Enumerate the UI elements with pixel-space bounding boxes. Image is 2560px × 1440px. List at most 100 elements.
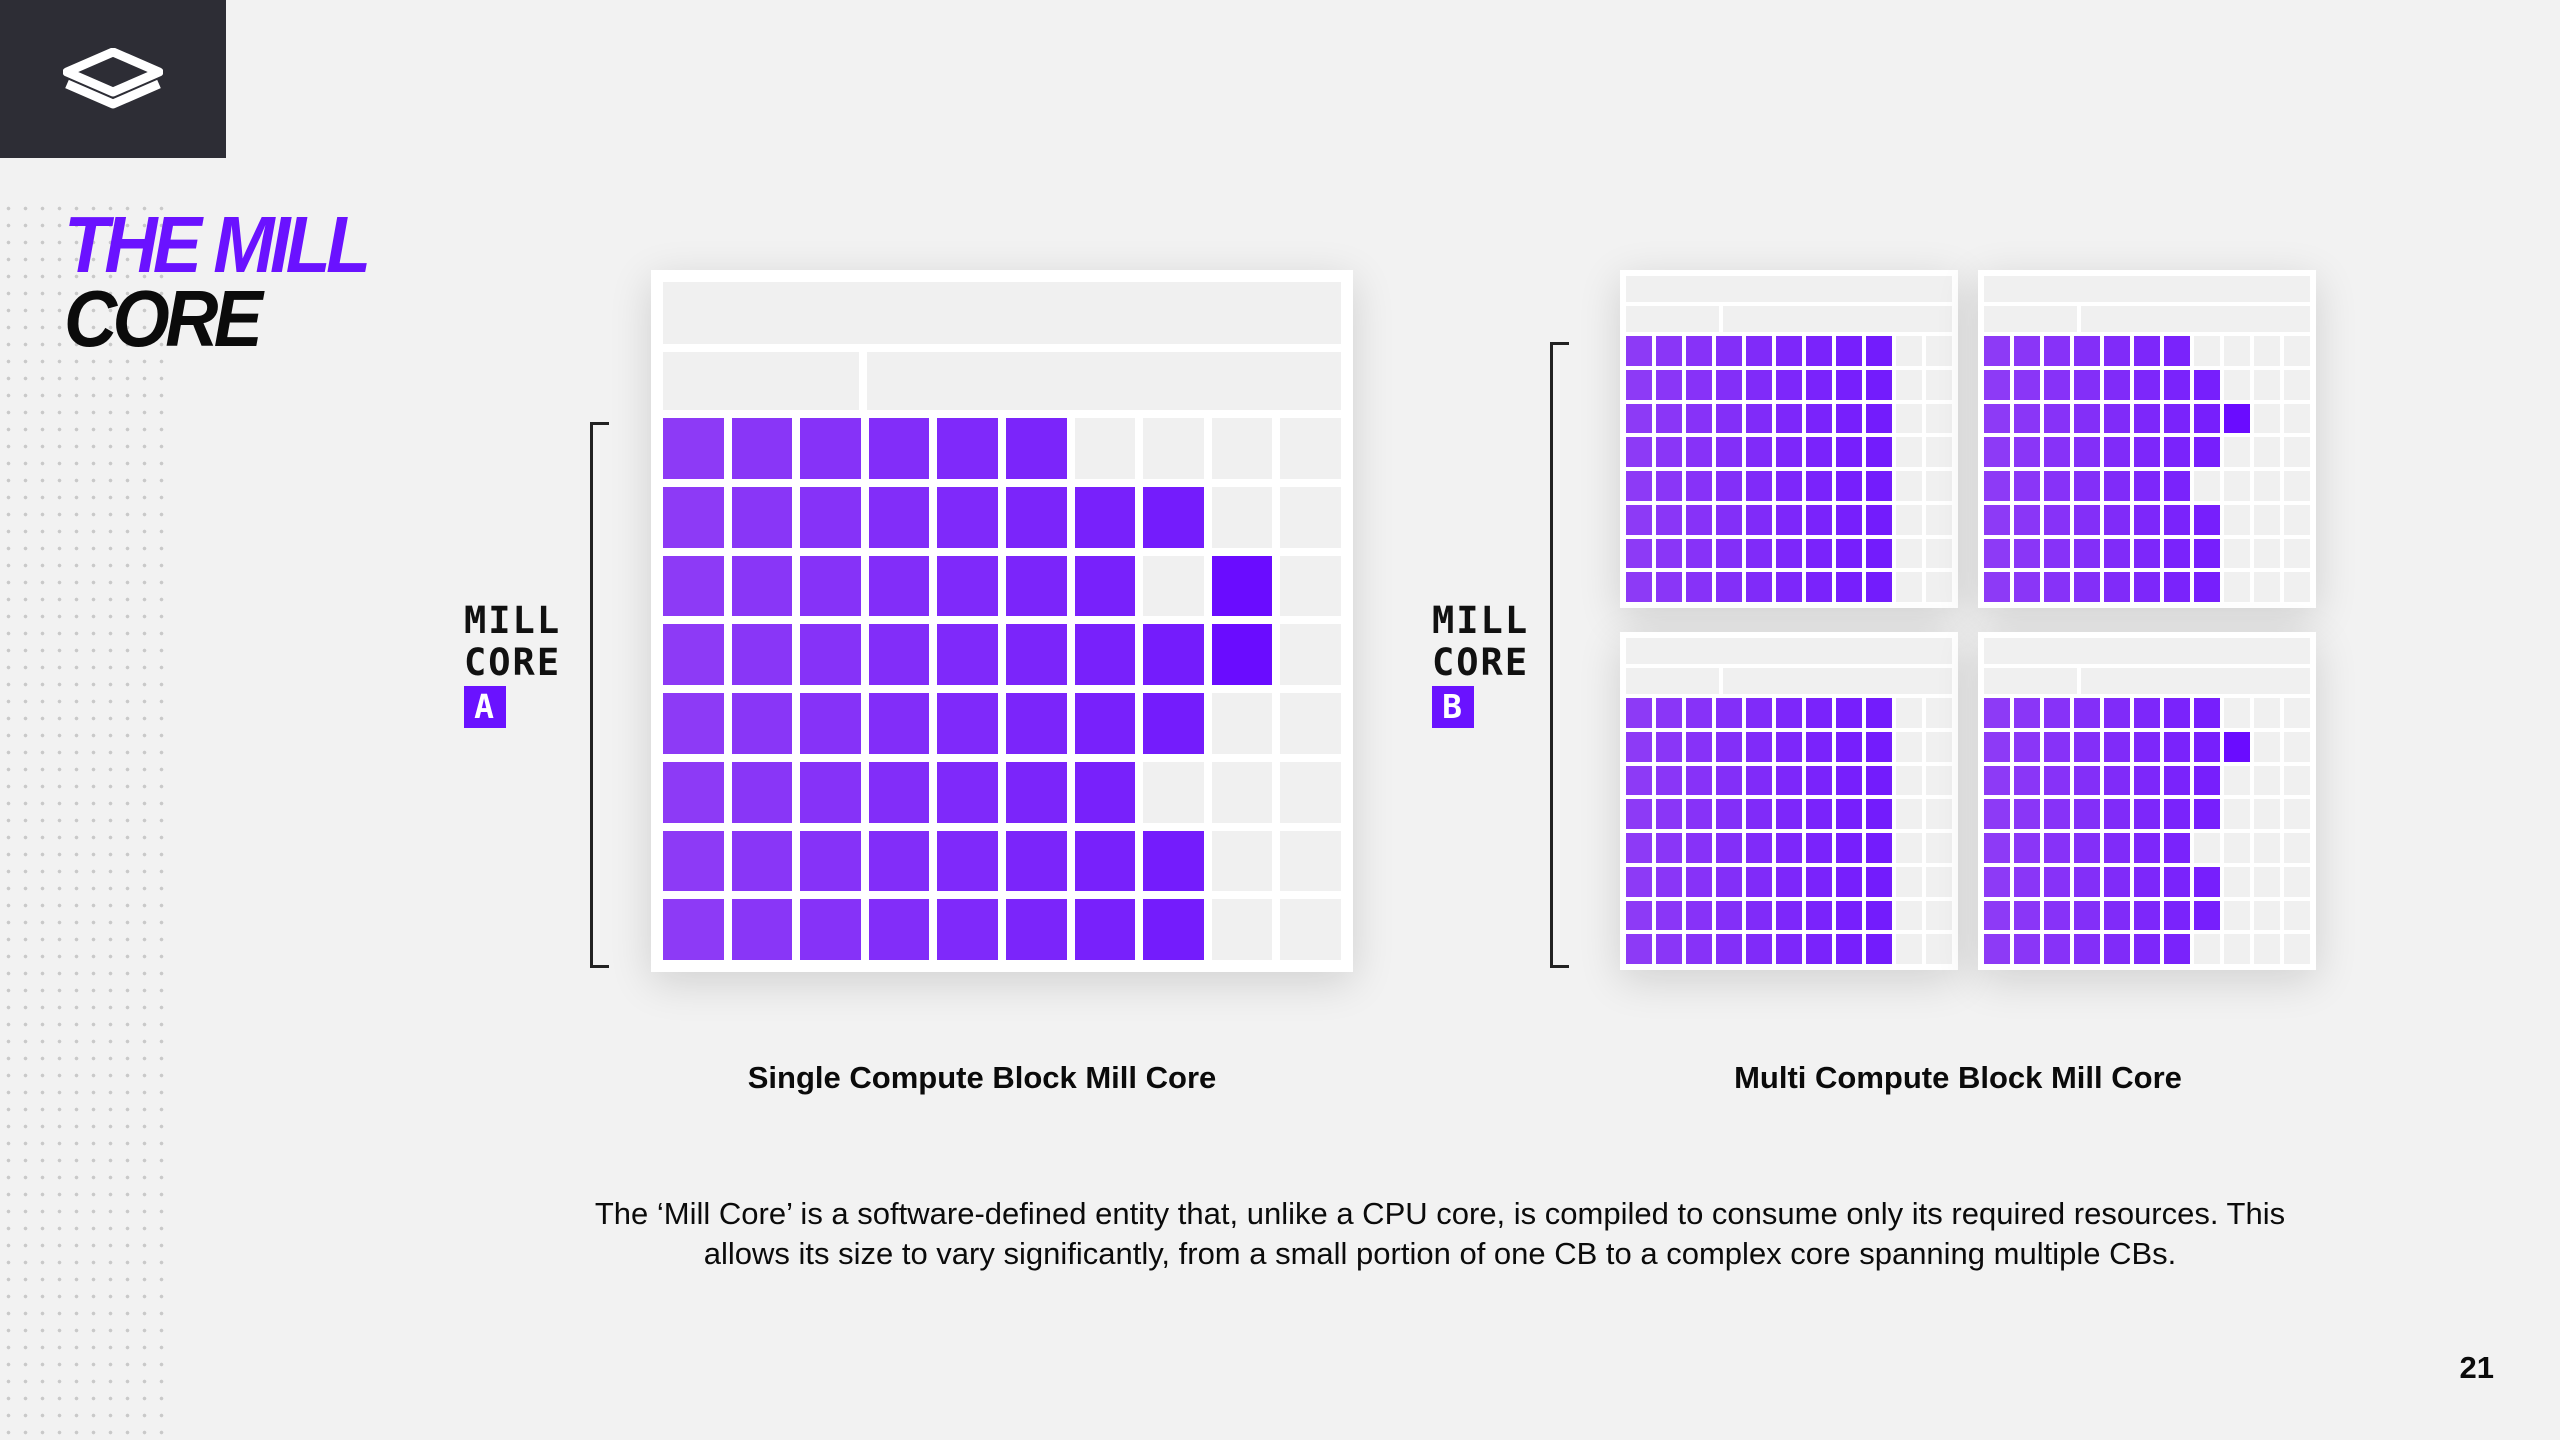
compute-cell-allocated	[1836, 698, 1862, 728]
compute-cell-allocated	[1716, 572, 1742, 602]
compute-cell-allocated	[800, 486, 861, 548]
compute-cell-allocated	[1686, 471, 1712, 501]
compute-cell-allocated	[1984, 900, 2010, 931]
compute-cell-allocated	[1074, 555, 1136, 617]
compute-cell-allocated	[2014, 833, 2040, 863]
compute-cell-allocated	[1656, 471, 1682, 501]
compute-cell-allocated	[1984, 369, 2010, 400]
compute-cell-allocated	[1006, 693, 1067, 754]
block-header-bar	[1626, 276, 1952, 302]
compute-cell-allocated	[1686, 369, 1712, 400]
compute-cell-allocated	[2194, 698, 2220, 728]
compute-cell-allocated	[800, 899, 861, 960]
compute-cell-allocated	[1656, 698, 1682, 728]
compute-cell-allocated	[1746, 833, 1772, 863]
compute-cell-allocated	[1686, 336, 1712, 366]
compute-cell-allocated	[800, 624, 861, 685]
compute-cell-allocated	[1656, 765, 1682, 796]
compute-cell-allocated	[1626, 471, 1652, 501]
compute-block-top-right	[1978, 270, 2316, 608]
compute-cell-allocated	[2104, 765, 2130, 796]
compute-cell-allocated	[2074, 369, 2100, 400]
mill-core-b-label: MILL CORE B	[1432, 600, 1529, 728]
title-line-2: CORE	[64, 274, 263, 363]
compute-cell-allocated	[800, 693, 861, 754]
compute-cell-empty	[1280, 830, 1341, 892]
compute-cell-empty	[1926, 538, 1952, 569]
compute-cell-allocated	[1716, 765, 1742, 796]
compute-cell-allocated	[1806, 538, 1832, 569]
compute-cell-allocated	[1984, 765, 2010, 796]
compute-cell-allocated	[2014, 866, 2040, 897]
compute-cell-allocated	[1656, 833, 1682, 863]
compute-cell-allocated	[1211, 624, 1273, 685]
compute-cell-allocated	[1686, 538, 1712, 569]
compute-cell-allocated	[1626, 403, 1652, 434]
compute-cell-empty	[2254, 369, 2280, 400]
slide-title: THE MILL CORE	[64, 200, 371, 363]
compute-cell-empty	[2224, 471, 2250, 501]
compute-cell-empty	[1280, 486, 1341, 548]
compute-cell-allocated	[2044, 538, 2070, 569]
compute-cell-allocated	[2074, 471, 2100, 501]
compute-cell-allocated	[2134, 866, 2160, 897]
compute-cell-allocated	[800, 418, 861, 479]
compute-cell-allocated	[1686, 765, 1712, 796]
compute-cell-allocated	[731, 693, 793, 754]
compute-cell-allocated	[1806, 572, 1832, 602]
compute-cell-allocated	[2074, 934, 2100, 964]
compute-cell-empty	[2194, 934, 2220, 964]
compute-cell-allocated	[2194, 572, 2220, 602]
compute-cell-allocated	[2194, 866, 2220, 897]
compute-cell-empty	[2284, 504, 2310, 535]
compute-cell-allocated	[937, 693, 998, 754]
compute-cell-allocated	[2194, 403, 2220, 434]
compute-cell-empty	[1280, 899, 1341, 960]
compute-cell-allocated	[1656, 934, 1682, 964]
compute-cell-allocated	[1656, 538, 1682, 569]
compute-cell-empty	[1926, 833, 1952, 863]
compute-cell-allocated	[2164, 538, 2190, 569]
caption-single: Single Compute Block Mill Core	[747, 1060, 1217, 1095]
compute-cell-empty	[2284, 403, 2310, 434]
compute-cell-allocated	[2134, 369, 2160, 400]
compute-cell-allocated	[2134, 437, 2160, 467]
compute-cell-allocated	[1984, 833, 2010, 863]
compute-cell-allocated	[2134, 336, 2160, 366]
compute-cell-allocated	[868, 555, 930, 617]
compute-cell-allocated	[1806, 765, 1832, 796]
compute-cell-allocated	[2194, 900, 2220, 931]
compute-cell-allocated	[1716, 437, 1742, 467]
compute-cell-allocated	[1984, 934, 2010, 964]
compute-cell-allocated	[1716, 833, 1742, 863]
compute-cell-allocated	[937, 555, 998, 617]
compute-cell-empty	[2224, 866, 2250, 897]
mill-core-a-badge: A	[464, 686, 506, 728]
compute-cell-allocated	[2074, 765, 2100, 796]
block-subheader-right	[2081, 668, 2310, 694]
compute-cell-empty	[1896, 799, 1922, 829]
compute-cell-allocated	[663, 761, 724, 823]
compute-cell-allocated	[1806, 369, 1832, 400]
compute-cell-empty	[1280, 418, 1341, 479]
compute-cell-allocated	[1746, 765, 1772, 796]
compute-cell-allocated	[1074, 899, 1136, 960]
compute-cell-allocated	[937, 624, 998, 685]
compute-cell-allocated	[1006, 761, 1067, 823]
compute-cell-allocated	[1836, 866, 1862, 897]
compute-cell-allocated	[2074, 336, 2100, 366]
compute-cell-allocated	[1776, 799, 1802, 829]
compute-cell-empty	[1926, 504, 1952, 535]
compute-cell-allocated	[1656, 731, 1682, 762]
compute-cell-allocated	[2104, 471, 2130, 501]
compute-cell-allocated	[1143, 830, 1204, 892]
compute-cell-empty	[2284, 934, 2310, 964]
compute-cell-allocated	[1836, 437, 1862, 467]
compute-cell-allocated	[1716, 336, 1742, 366]
compute-cell-allocated	[1656, 403, 1682, 434]
compute-cell-empty	[2254, 866, 2280, 897]
compute-cell-allocated	[2014, 437, 2040, 467]
title-line-1: THE MILL	[64, 200, 371, 289]
compute-cell-allocated	[1006, 899, 1067, 960]
compute-cell-empty	[2254, 437, 2280, 467]
